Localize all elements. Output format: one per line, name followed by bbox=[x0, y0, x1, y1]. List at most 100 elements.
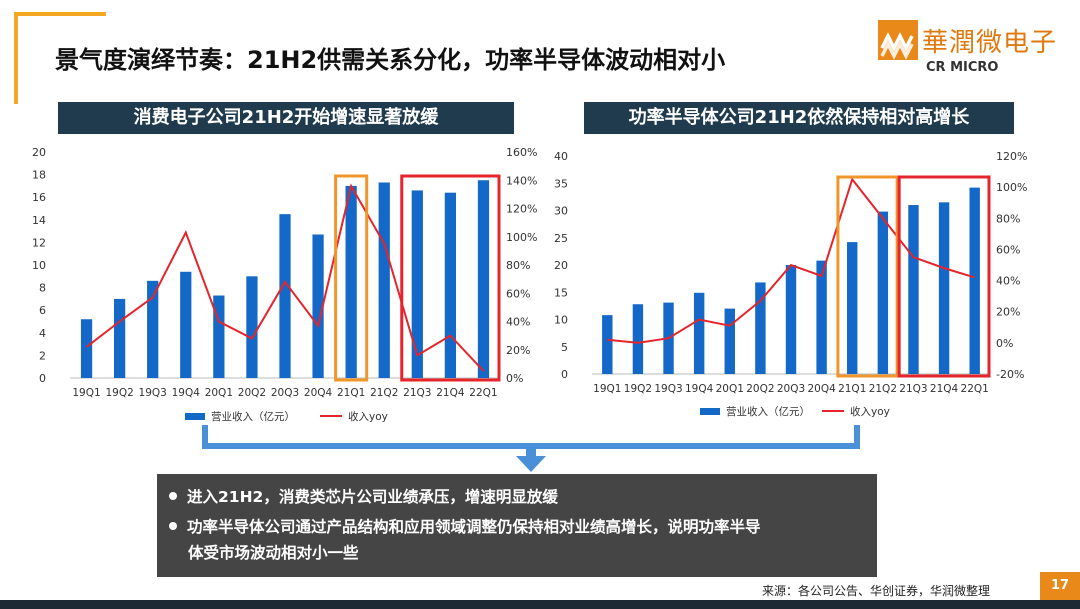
bar-21Q2 bbox=[378, 182, 390, 378]
y-left-tick-label: 0 bbox=[561, 368, 568, 381]
legend-label-revenue: 营业收入（亿元） bbox=[726, 405, 810, 418]
bottom-bar bbox=[0, 600, 1080, 609]
bar-19Q4 bbox=[180, 271, 192, 378]
x-tick-label: 20Q4 bbox=[807, 383, 836, 395]
logo-name-en: CR MICRO bbox=[926, 60, 999, 75]
x-tick-label: 22Q1 bbox=[961, 383, 989, 395]
consumer-electronics-chart: 0 2 4 6 8 10 12 14 16 18 20 0% 20% 40% 60% 80% 100% 120% 1… bbox=[32, 146, 537, 423]
x-tick-label: 20Q1 bbox=[205, 387, 233, 399]
bar-20Q1 bbox=[213, 295, 225, 378]
bar-20Q1 bbox=[724, 308, 735, 374]
y-left-tick-label: 10 bbox=[554, 314, 568, 327]
y-right-tick-label: 60% bbox=[996, 243, 1020, 256]
bar-19Q4 bbox=[693, 292, 705, 374]
power-semiconductor-chart: 0 5 10 15 20 25 30 35 40 -20% 0% 20% 40% 60% 80% 100% 12… bbox=[554, 150, 1027, 418]
summary-bullet-1: 进入21H2，消费类芯片公司业绩承压，增速明显放缓 bbox=[169, 484, 558, 510]
x-tick-label: 19Q1 bbox=[72, 387, 100, 399]
highlight-box-red bbox=[897, 175, 991, 378]
x-tick-label: 19Q4 bbox=[685, 383, 714, 395]
legend-label-yoy: 收入yoy bbox=[348, 410, 388, 423]
y-left-tick-label: 14 bbox=[32, 214, 46, 227]
y-left-tick-label: 15 bbox=[554, 286, 568, 299]
y-right-tick-label: 100% bbox=[996, 181, 1027, 194]
x-tick-label: 20Q3 bbox=[271, 387, 299, 399]
y-right-tick-label: 100% bbox=[506, 231, 537, 244]
x-tick-label: 21Q4 bbox=[930, 383, 959, 395]
legend-label-yoy: 收入yoy bbox=[850, 405, 890, 418]
logo-mark-icon bbox=[878, 20, 918, 60]
x-tick-label: 20Q1 bbox=[716, 383, 744, 395]
summary-box: 进入21H2，消费类芯片公司业绩承压，增速明显放缓 功率半导体公司通过产品结构和… bbox=[157, 474, 877, 577]
y-right-tick-label: -20% bbox=[996, 368, 1024, 381]
y-right-tick-label: 60% bbox=[506, 287, 530, 300]
y-left-tick-label: 12 bbox=[32, 236, 46, 249]
summary-bullet-2: 功率半导体公司通过产品结构和应用领域调整仍保持相对业绩高增长，说明功率半导 bbox=[169, 514, 761, 540]
y-right-tick-label: 80% bbox=[996, 212, 1020, 225]
bar-19Q2 bbox=[632, 304, 644, 374]
y-left-tick-label: 35 bbox=[554, 177, 568, 190]
bar-20Q4 bbox=[816, 260, 827, 374]
x-tick-label: 19Q2 bbox=[105, 387, 133, 399]
source-note: 来源：各公司公告、华创证券，华润微整理 bbox=[762, 584, 991, 598]
bar-19Q2 bbox=[113, 298, 126, 378]
y-right-tick-label: 140% bbox=[506, 174, 537, 187]
bar-19Q3 bbox=[147, 280, 159, 378]
y-right-tick-label: 80% bbox=[506, 259, 530, 272]
down-arrow-icon bbox=[516, 456, 546, 472]
x-tick-label: 20Q3 bbox=[777, 383, 805, 395]
bar-20Q2 bbox=[246, 276, 258, 378]
bar-19Q1 bbox=[80, 319, 93, 378]
bar-21Q1 bbox=[345, 185, 357, 378]
x-tick-label: 21Q1 bbox=[838, 383, 866, 395]
y-right-tick-label: 20% bbox=[996, 306, 1020, 319]
logo-name-cn: 華潤微电子 bbox=[922, 28, 1058, 58]
x-tick-label: 19Q1 bbox=[593, 383, 621, 395]
x-tick-label: 19Q4 bbox=[172, 387, 201, 399]
x-tick-label: 22Q1 bbox=[469, 387, 497, 399]
highlight-box-orange bbox=[334, 174, 369, 382]
y-left-tick-label: 4 bbox=[39, 327, 46, 340]
y-left-tick-label: 6 bbox=[39, 304, 46, 317]
summary-bullet-2-continued: 体受市场波动相对小一些 bbox=[188, 544, 359, 562]
x-tick-label: 20Q4 bbox=[304, 387, 333, 399]
bar-21Q3 bbox=[908, 205, 919, 374]
y-left-tick-label: 16 bbox=[32, 191, 46, 204]
y-left-tick-label: 10 bbox=[32, 259, 46, 272]
chart-right-title: 功率半导体公司21H2依然保持相对高增长 bbox=[584, 102, 1014, 134]
page-number: 17 bbox=[1040, 572, 1080, 600]
bar-21Q1 bbox=[847, 242, 858, 374]
y-left-tick-label: 2 bbox=[39, 349, 46, 362]
x-tick-label: 21Q2 bbox=[370, 387, 398, 399]
chart-left-title: 消费电子公司21H2开始增速显著放缓 bbox=[58, 102, 514, 134]
bullet-dot-icon bbox=[169, 521, 177, 530]
x-tick-label: 19Q3 bbox=[139, 387, 167, 399]
y-right-tick-label: 20% bbox=[506, 344, 530, 357]
x-tick-label: 19Q3 bbox=[654, 383, 682, 395]
y-left-tick-label: 5 bbox=[561, 341, 568, 354]
x-tick-label: 21Q2 bbox=[869, 383, 897, 395]
legend-bar-swatch bbox=[700, 408, 720, 415]
y-left-tick-label: 18 bbox=[32, 169, 46, 182]
legend-label-revenue: 营业收入（亿元） bbox=[211, 410, 295, 423]
y-left-tick-label: 0 bbox=[39, 372, 46, 385]
y-right-tick-label: 120% bbox=[506, 203, 537, 216]
bullet-dot-icon bbox=[169, 491, 177, 500]
corner-bracket-decoration bbox=[14, 12, 106, 104]
y-left-tick-label: 30 bbox=[554, 205, 568, 218]
page-title: 景气度演绎节奏：21H2供需关系分化，功率半导体波动相对小 bbox=[55, 46, 726, 74]
highlight-box-red bbox=[400, 174, 501, 382]
y-right-tick-label: 120% bbox=[996, 150, 1027, 163]
company-logo: 華潤微电子 CR MICRO bbox=[878, 16, 1058, 78]
bar-21Q2 bbox=[877, 211, 889, 374]
bar-21Q3 bbox=[411, 190, 423, 378]
y-left-tick-label: 25 bbox=[554, 232, 568, 245]
y-right-tick-label: 0% bbox=[996, 337, 1013, 350]
x-tick-label: 21Q1 bbox=[337, 387, 365, 399]
y-right-tick-label: 160% bbox=[506, 146, 537, 159]
y-left-tick-label: 8 bbox=[39, 282, 46, 295]
bar-20Q3 bbox=[785, 265, 797, 374]
bar-22Q1 bbox=[969, 187, 980, 374]
x-tick-label: 19Q2 bbox=[624, 383, 652, 395]
x-tick-label: 20Q2 bbox=[746, 383, 774, 395]
bar-19Q1 bbox=[602, 315, 613, 374]
